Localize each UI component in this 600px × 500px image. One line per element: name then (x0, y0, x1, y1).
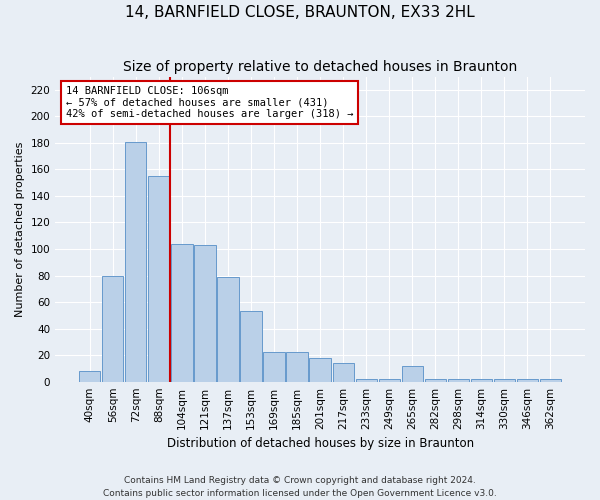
Bar (263, 352, 284, 382)
Bar (425, 379, 446, 382)
Bar (332, 363, 353, 382)
Y-axis label: Number of detached properties: Number of detached properties (15, 142, 25, 317)
Title: Size of property relative to detached houses in Braunton: Size of property relative to detached ho… (123, 60, 517, 74)
Text: 14 BARNFIELD CLOSE: 106sqm
← 57% of detached houses are smaller (431)
42% of sem: 14 BARNFIELD CLOSE: 106sqm ← 57% of deta… (66, 86, 353, 119)
X-axis label: Distribution of detached houses by size in Braunton: Distribution of detached houses by size … (167, 437, 473, 450)
Bar (102, 276, 124, 382)
Text: Contains HM Land Registry data © Crown copyright and database right 2024.
Contai: Contains HM Land Registry data © Crown c… (103, 476, 497, 498)
Bar (172, 244, 193, 382)
Bar (448, 379, 469, 382)
Bar (494, 379, 515, 382)
Bar (79, 371, 100, 382)
Bar (125, 142, 146, 382)
Bar (379, 379, 400, 382)
Bar (517, 379, 538, 382)
Bar (470, 379, 492, 382)
Bar (194, 245, 215, 382)
Bar (286, 352, 308, 382)
Bar (148, 176, 170, 382)
Text: 14, BARNFIELD CLOSE, BRAUNTON, EX33 2HL: 14, BARNFIELD CLOSE, BRAUNTON, EX33 2HL (125, 5, 475, 20)
Bar (401, 366, 423, 382)
Bar (310, 358, 331, 382)
Bar (540, 379, 561, 382)
Bar (217, 277, 239, 382)
Bar (356, 379, 377, 382)
Bar (241, 312, 262, 382)
